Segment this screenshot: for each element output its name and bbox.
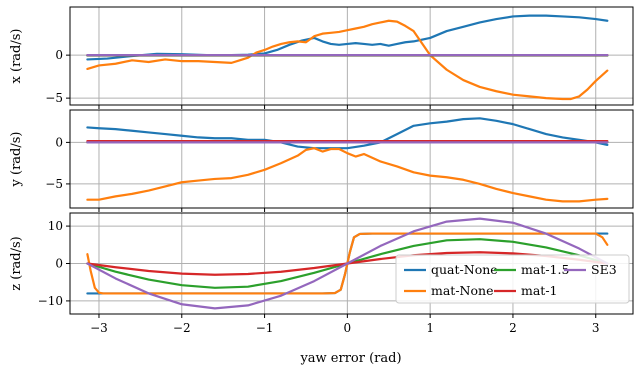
x-tick-label: 0: [344, 321, 352, 335]
panel-frame: [69, 109, 634, 209]
x-tick-label: −2: [173, 321, 191, 335]
x-axis-label: yaw error (rad): [299, 351, 401, 366]
series-line-se3: [86, 217, 609, 310]
y-tick-label: 0: [55, 257, 63, 271]
legend: quat-None mat-1.5 SE3 mat-None mat-1: [395, 254, 630, 304]
x-tick-label: 3: [592, 321, 600, 335]
legend-entry-se3: SE3: [564, 262, 617, 277]
series-group: [86, 117, 609, 203]
legend-entry-mat-none: mat-None: [404, 283, 493, 298]
series-group: [86, 217, 609, 310]
series-line-mat-none: [86, 147, 609, 203]
x-tick-label: 1: [426, 321, 434, 335]
y-tick-label: −5: [45, 91, 63, 105]
y-tick-label: −10: [38, 294, 63, 308]
legend-entry-mat-1: mat-1: [494, 283, 558, 298]
panel-frame: [69, 6, 634, 106]
legend-label-mat-1-5: mat-1.5: [521, 262, 569, 277]
panel-2: −5 0 y (rad/s): [9, 109, 634, 212]
series-group: [86, 14, 609, 101]
y-axis-label: z (rad/s): [9, 236, 24, 290]
y-tick-label: 10: [48, 219, 63, 233]
legend-entry-mat-1-5: mat-1.5: [494, 262, 569, 277]
y-axis-label: x (rad/s): [9, 29, 24, 84]
x-tick-label: −1: [256, 321, 274, 335]
y-tick-label: −5: [45, 177, 63, 191]
y-axis-label: y (rad/s): [9, 132, 24, 188]
series-line-quat-none: [86, 117, 609, 150]
legend-frame: [395, 254, 630, 304]
x-tick-label: −3: [90, 321, 108, 335]
x-tick-label: 2: [509, 321, 517, 335]
y-tick-label: 0: [55, 48, 63, 62]
legend-label-mat-none: mat-None: [431, 283, 493, 298]
legend-entry-quat-none: quat-None: [404, 262, 498, 277]
legend-label-quat-none: quat-None: [431, 262, 498, 277]
panel-1: −5 0 x (rad/s): [9, 6, 634, 109]
series-line-mat-none: [86, 19, 609, 101]
legend-label-mat-1: mat-1: [521, 283, 558, 298]
series-line-mat-none: [86, 232, 609, 295]
y-tick-label: 0: [55, 135, 63, 149]
legend-label-se3: SE3: [591, 262, 617, 277]
